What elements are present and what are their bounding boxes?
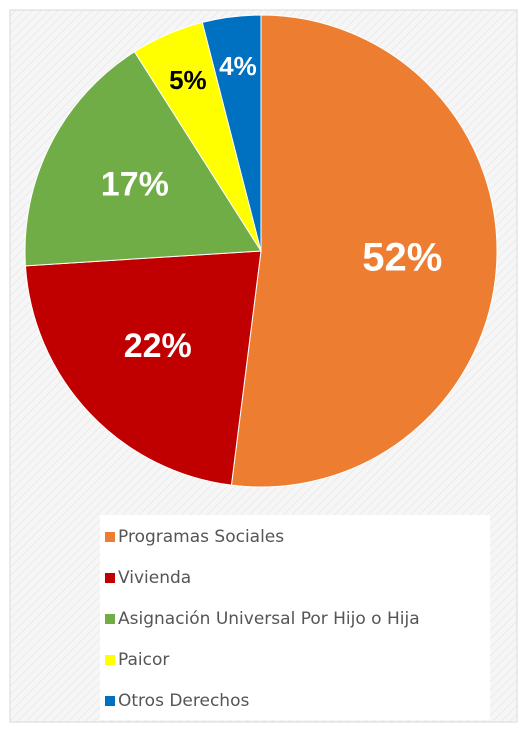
legend-label: Paicor — [118, 650, 169, 670]
legend-swatch — [105, 655, 115, 665]
data-label: 22% — [124, 327, 192, 365]
legend-swatch — [105, 696, 115, 706]
legend-swatch — [105, 532, 115, 542]
pie-slice — [230, 14, 498, 488]
legend-label: Asignación Universal Por Hijo o Hija — [118, 609, 420, 629]
data-label: 52% — [362, 235, 442, 279]
pie-slice — [24, 51, 262, 267]
data-label: 4% — [219, 51, 257, 81]
legend-swatch — [105, 614, 115, 624]
pie-slice — [201, 14, 262, 252]
legend-label: Otros Derechos — [118, 691, 249, 711]
pie-slice — [24, 250, 262, 486]
legend-box — [100, 515, 490, 720]
legend-swatch — [105, 573, 115, 583]
legend-label: Vivienda — [118, 568, 191, 588]
data-label: 17% — [101, 166, 169, 204]
data-label: 5% — [169, 65, 207, 95]
legend-label: Programas Sociales — [118, 527, 284, 547]
